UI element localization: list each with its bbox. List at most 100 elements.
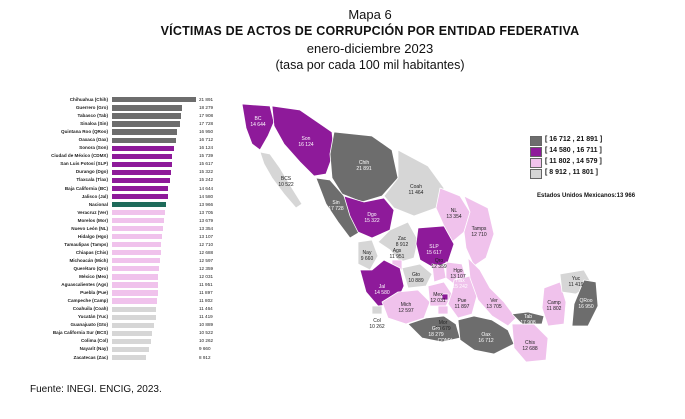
bar-row: Quintana Roo (QRoo) 16 950	[8, 128, 213, 136]
state-value-label: 15 242	[452, 284, 468, 290]
bar-category-label: Ciudad de México (CDMX)	[51, 153, 108, 159]
bar-value-label: 14 644	[199, 185, 214, 191]
state-tab	[511, 311, 545, 325]
bar-category-label: Quintana Roo (QRoo)	[61, 129, 108, 135]
bar-row: Tlaxcala (Tlax) 15 242	[8, 176, 213, 184]
state-abbr-label: Chis	[525, 340, 536, 346]
bar-category-label: Campeche (Camp)	[67, 298, 108, 304]
state-abbr-label: Jal	[379, 284, 385, 290]
state-value-label: 14 644	[250, 122, 266, 128]
bar	[112, 346, 150, 352]
bar-row: Guanajuato (Gto) 10 889	[8, 321, 213, 329]
state-abbr-label: Tlax	[455, 278, 465, 284]
bar-row: Sonora (Son) 16 124	[8, 144, 213, 152]
state-value-label: 11 464	[409, 190, 424, 196]
state-abbr-label: Qro	[435, 258, 444, 264]
state-value-label: 10 262	[369, 324, 385, 330]
bar	[112, 137, 177, 143]
bar-value-label: 13 966	[199, 201, 214, 207]
state-camp	[541, 281, 567, 327]
state-gro	[407, 315, 461, 343]
bar-category-label: San Luis Potosí (SLP)	[60, 161, 108, 167]
source-note: Fuente: INEGI. ENCIG, 2023.	[30, 384, 162, 395]
bar-category-label: Durango (Dgo)	[75, 169, 108, 175]
state-abbr-label: Camp	[547, 300, 561, 306]
bar-row: Colima (Col) 10 262	[8, 337, 213, 345]
state-value-label: 21 891	[356, 166, 372, 172]
state-value-label: 16 950	[578, 304, 594, 310]
bar	[112, 161, 172, 167]
bar-row: Guerrero (Gro) 18 279	[8, 104, 213, 112]
state-abbr-label: Gro	[432, 326, 441, 332]
bar-category-label: México (Mex)	[79, 274, 108, 280]
state-slp	[415, 225, 455, 269]
state-cdmx	[441, 293, 449, 301]
bar-category-label: Oaxaca (Oax)	[78, 137, 108, 143]
bar	[112, 113, 181, 119]
bar-value-label: 17 908	[199, 113, 214, 119]
state-value-label: 14 580	[374, 290, 390, 296]
bar	[112, 298, 158, 304]
state-abbr-label: Nay	[363, 250, 372, 256]
bar-value-label: 15 322	[199, 169, 214, 175]
bar-value-label: 12 031	[199, 274, 214, 280]
bar	[112, 314, 156, 320]
state-value-label: 12 710	[471, 232, 487, 238]
bar-value-label: 11 419	[199, 314, 213, 320]
legend-item: [ 8 912 , 11 801 ]	[530, 168, 670, 179]
bar-category-label: Querétaro (Qro)	[73, 265, 108, 271]
legend-label: [ 16 712 , 21 891 ]	[545, 136, 603, 143]
bar-value-label: 9 660	[199, 346, 211, 352]
bar	[112, 97, 196, 103]
bar-row: Aguascalientes (Ags) 11 951	[8, 281, 213, 289]
bar-category-label: Aguascalientes (Ags)	[61, 282, 108, 288]
state-jal	[359, 259, 405, 307]
state-value-label: 13 705	[486, 304, 502, 310]
bar-value-label: 11 951	[199, 282, 213, 288]
state-abbr-label: Tab	[524, 314, 532, 320]
state-value-label: 15 322	[364, 218, 380, 224]
bar-value-label: 13 705	[199, 209, 214, 215]
bar-row: Veracruz (Ver) 13 705	[8, 209, 213, 217]
bar-category-label: Sinaloa (Sin)	[80, 121, 108, 127]
state-abbr-label: Gto	[412, 272, 420, 278]
state-value-label: 10 889	[408, 278, 424, 284]
bar-category-label: Hidalgo (Hgo)	[77, 233, 108, 239]
state-abbr-label: Ver	[490, 298, 498, 304]
state-abbr-label: Mich	[401, 302, 412, 308]
bar-row: Oaxaca (Oax) 16 712	[8, 136, 213, 144]
state-value-label: 11 419	[569, 282, 584, 288]
bar	[112, 153, 173, 159]
state-coah	[383, 149, 445, 217]
state-value-label: 15 617	[426, 250, 442, 256]
state-bcs	[259, 151, 303, 209]
bar-row: Chiapas (Chis) 12 688	[8, 249, 213, 257]
bar-category-label: Baja California Sur (BCS)	[52, 330, 108, 336]
map-subtitle: VÍCTIMAS DE ACTOS DE CORRUPCIÓN POR ENTI…	[160, 24, 580, 38]
bar-row: Sinaloa (Sin) 17 728	[8, 120, 213, 128]
bar-row: México (Mex) 12 031	[8, 273, 213, 281]
bar-category-label: Michoacán (Mich)	[69, 257, 108, 263]
state-value-label: 13 354	[446, 214, 462, 220]
state-value-label: 13 107	[450, 274, 466, 280]
bar-value-label: 13 107	[199, 233, 214, 239]
bar	[112, 338, 152, 344]
bar-row: Tabasco (Tab) 17 908	[8, 112, 213, 120]
state-value-label: 11 951	[390, 254, 405, 260]
bar	[112, 322, 154, 328]
bar-value-label: 11 802	[199, 298, 213, 304]
bar-value-label: 13 679	[199, 217, 214, 223]
bar	[112, 330, 153, 336]
state-mor	[437, 305, 449, 315]
bar-row: Nacional 13 966	[8, 201, 213, 209]
state-value-label: 12 688	[522, 346, 538, 352]
bar-row: Michoacán (Mich) 12 597	[8, 257, 213, 265]
bar-value-label: 16 950	[199, 129, 214, 135]
bar-value-label: 12 597	[199, 257, 214, 263]
bar-row: Baja California (BC) 14 644	[8, 185, 213, 193]
state-abbr-label: Oax	[481, 332, 491, 338]
state-value-label: 17 728	[328, 206, 344, 212]
bar-category-label: Tlaxcala (Tlax)	[76, 177, 108, 183]
state-abbr-label: Zac	[398, 236, 407, 242]
